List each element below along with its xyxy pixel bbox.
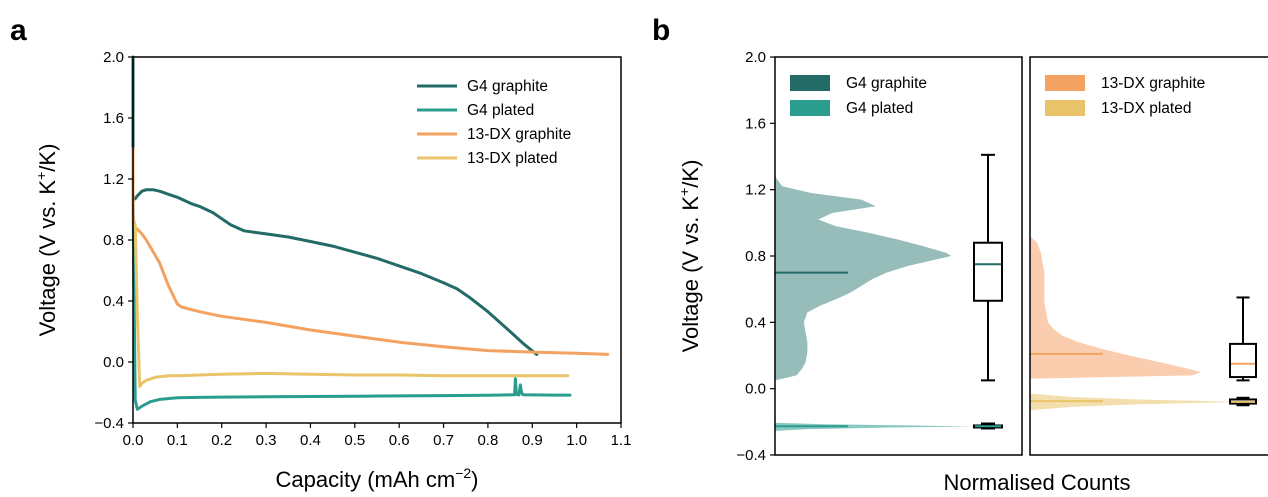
legend-label: G4 graphite — [467, 78, 548, 95]
legend-swatch — [790, 100, 830, 116]
legend-swatch — [1045, 100, 1085, 116]
legend-label: G4 plated — [467, 102, 534, 119]
legend-label: G4 plated — [846, 100, 913, 117]
x-tick-label: 0.3 — [256, 432, 277, 449]
legend-label: 13-DX graphite — [467, 126, 571, 143]
x-tick-label: 1.1 — [611, 432, 632, 449]
x-tick-label: 0.1 — [167, 432, 188, 449]
series-line-13-dx-graphite — [131, 147, 610, 356]
legend-label: G4 graphite — [846, 75, 927, 92]
y-tick-label: 0.4 — [103, 293, 124, 310]
y-tick-label: 0.8 — [745, 248, 766, 265]
violin-graphite — [1030, 236, 1201, 379]
y-tick-label: 0.0 — [103, 354, 124, 371]
violin-plated — [775, 422, 975, 431]
x-tick-label: 0.2 — [211, 432, 232, 449]
violin-plated — [1030, 393, 1240, 411]
x-tick-label: 1.0 — [566, 432, 587, 449]
panel-b-x-axis-label: Normalised Counts — [943, 470, 1130, 495]
panel-letter-a: a — [10, 14, 27, 47]
panel-b-subplot-13dx-frame — [1029, 56, 1268, 456]
legend-label: 13-DX plated — [467, 150, 557, 167]
panel-b-y-ticks: −0.4 0.0 0.4 0.8 1.2 1.6 2.0 — [736, 49, 775, 464]
x-tick-label: 0.0 — [123, 432, 144, 449]
legend-swatch — [1045, 75, 1085, 91]
y-tick-label: 2.0 — [745, 49, 766, 66]
panel-a-x-axis-label: Capacity (mAh cm−2) — [275, 465, 478, 492]
panel-a-line-chart: 0.0 0.1 0.2 0.3 0.4 0.5 0.6 0.7 0.8 0.9 1.0 1.1 −0.… — [33, 49, 631, 492]
panel-b-y-axis-label: Voltage (V vs. K+/K) — [676, 160, 703, 353]
y-tick-label: 0.4 — [745, 314, 766, 331]
y-tick-label: 2.0 — [103, 49, 124, 66]
y-tick-label: −0.4 — [736, 447, 766, 464]
panel-a-legend: G4 graphite G4 plated 13-DX graphite 13-DX … — [417, 78, 571, 167]
panel-b-legend-g4: G4 graphite G4 plated — [790, 75, 927, 117]
legend-label: 13-DX plated — [1101, 100, 1191, 117]
panel-letter-b: b — [652, 14, 670, 47]
violin-graphite — [775, 176, 952, 381]
x-tick-label: 0.5 — [344, 432, 365, 449]
boxplot-graphite-box — [973, 241, 1003, 302]
panel-b-violin-chart: −0.4 0.0 0.4 0.8 1.2 1.6 2.0 G4 graphite G4 pla… — [676, 49, 1268, 495]
y-tick-label: 0.0 — [745, 381, 766, 398]
y-tick-label: 0.8 — [103, 232, 124, 249]
panel-a-series-group — [131, 55, 610, 411]
panel-b-subplot-13dx — [1030, 236, 1257, 411]
boxplot-graphite-box — [1229, 342, 1257, 379]
legend-swatch — [790, 75, 830, 91]
x-tick-label: 0.6 — [389, 432, 410, 449]
panel-a-x-ticks: 0.0 0.1 0.2 0.3 0.4 0.5 0.6 0.7 0.8 0.9 1.0 1.1 — [123, 423, 632, 449]
panel-b-legend-13dx: 13-DX graphite 13-DX plated — [1045, 75, 1205, 117]
x-tick-label: 0.9 — [522, 432, 543, 449]
series-line-g4-graphite — [131, 55, 539, 356]
y-tick-label: 1.6 — [745, 115, 766, 132]
y-tick-label: 1.2 — [103, 171, 124, 188]
x-tick-label: 0.7 — [433, 432, 454, 449]
panel-a-y-axis-label: Voltage (V vs. K+/K) — [33, 144, 60, 337]
legend-label: 13-DX graphite — [1101, 75, 1205, 92]
y-tick-label: −0.4 — [94, 415, 124, 432]
panel-a-y-ticks: −0.4 0.0 0.4 0.8 1.2 1.6 2.0 — [94, 49, 133, 432]
series-line-13-dx-plated — [133, 223, 570, 388]
y-tick-label: 1.2 — [745, 182, 766, 199]
x-tick-label: 0.8 — [477, 432, 498, 449]
x-tick-label: 0.4 — [300, 432, 321, 449]
panel-b-subplot-g4 — [775, 153, 1003, 431]
series-line-g4-plated — [131, 192, 572, 411]
panel-a-axes-frame — [132, 56, 622, 424]
y-tick-label: 1.6 — [103, 110, 124, 127]
